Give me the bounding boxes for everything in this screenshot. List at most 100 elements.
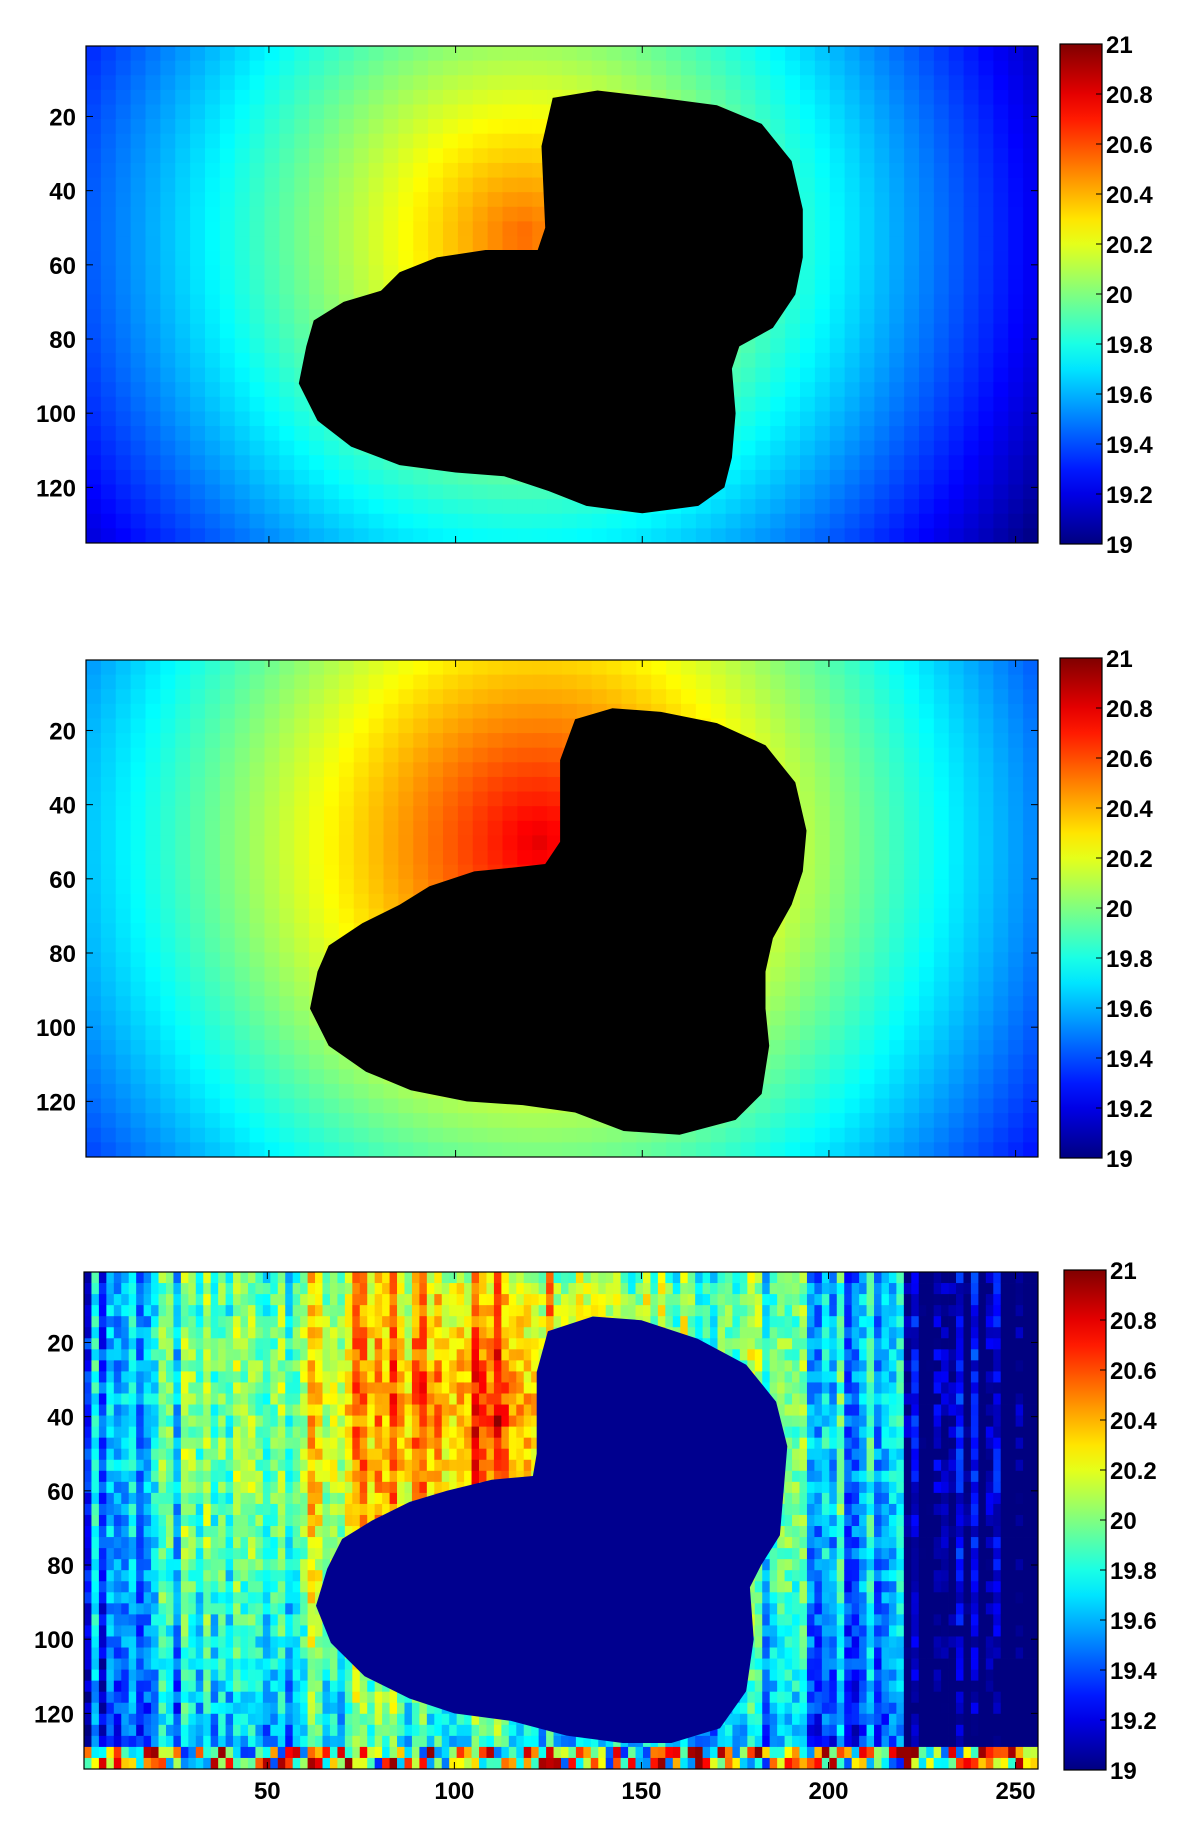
heatmap-cell — [128, 1349, 137, 1361]
heatmap-cell — [383, 1142, 399, 1157]
heatmap-cell — [829, 1083, 846, 1100]
heatmap-cell — [264, 411, 280, 427]
heatmap-cell — [98, 1570, 107, 1582]
heatmap-cell — [98, 1724, 107, 1737]
heatmap-cell — [695, 46, 712, 62]
heatmap-cell — [84, 1581, 92, 1593]
heatmap-cell — [249, 733, 266, 749]
heatmap-cell — [874, 923, 890, 939]
heatmap-cell — [115, 689, 132, 705]
heatmap-cell — [814, 426, 831, 442]
heatmap-cell — [86, 762, 102, 778]
heatmap-cell — [844, 46, 861, 62]
heatmap-cell — [889, 660, 905, 676]
heatmap-cell — [502, 850, 518, 866]
heatmap-cell — [279, 119, 295, 135]
heatmap-cell — [115, 440, 132, 456]
heatmap-cell — [309, 689, 325, 705]
heatmap-cell — [933, 660, 950, 676]
heatmap-cell — [740, 499, 756, 515]
heatmap-cell — [175, 937, 191, 953]
heatmap-cell — [859, 513, 875, 529]
heatmap-cell — [175, 923, 191, 939]
heatmap-cell — [190, 923, 206, 939]
heatmap-cell — [309, 528, 325, 543]
heatmap-cell — [770, 323, 786, 339]
heatmap-cell — [874, 1010, 890, 1027]
heatmap-cell — [487, 133, 504, 149]
heatmap-cell — [978, 192, 994, 208]
heatmap-cell — [136, 1294, 145, 1306]
heatmap-cell — [205, 850, 221, 866]
heatmap-cell — [993, 952, 1009, 968]
heatmap-cell — [368, 104, 385, 120]
heatmap-cell — [859, 1113, 875, 1129]
heatmap-cell — [591, 528, 608, 543]
heatmap-cell — [1008, 455, 1024, 471]
heatmap-cell — [98, 1603, 107, 1615]
heatmap-panel-3: 50 100 150 200 250 20 40 60 80 100 120 19 19.2 19.4 19… — [0, 1222, 1200, 1833]
heatmap-cell — [755, 89, 771, 106]
heatmap-cell — [1023, 937, 1038, 953]
heatmap-cell — [106, 1548, 115, 1560]
heatmap-cell — [324, 1142, 340, 1157]
heatmap-cell — [904, 484, 920, 500]
heatmap-cell — [785, 513, 801, 529]
heatmap-cell — [829, 513, 846, 529]
heatmap-cell — [844, 747, 861, 763]
heatmap-cell — [978, 1113, 994, 1129]
heatmap-cell — [190, 791, 206, 807]
heatmap-cell — [785, 762, 801, 778]
heatmap-cell — [785, 981, 801, 997]
heatmap-cell — [413, 60, 429, 76]
heatmap-cell — [948, 762, 965, 778]
heatmap-cell — [100, 996, 117, 1012]
heatmap-cell — [800, 1054, 816, 1070]
heatmap-cell — [800, 806, 816, 822]
heatmap-cell — [115, 309, 132, 325]
heatmap-cell — [145, 879, 161, 895]
heatmap-cell — [86, 469, 102, 486]
heatmap-cell — [151, 1503, 159, 1516]
heatmap-cell — [933, 879, 950, 895]
heatmap-cell — [234, 133, 251, 149]
heatmap-cell — [143, 1592, 152, 1604]
heatmap-cell — [814, 382, 831, 398]
heatmap-cell — [814, 1069, 831, 1085]
heatmap-cell — [121, 1669, 130, 1682]
heatmap-cell — [98, 1526, 107, 1538]
heatmap-cell — [829, 776, 846, 793]
heatmap-cell — [175, 528, 191, 543]
heatmap-cell — [874, 177, 890, 193]
heatmap-cell — [933, 236, 950, 252]
heatmap-cell — [100, 133, 117, 149]
heatmap-cell — [98, 1592, 107, 1604]
heatmap-cell — [859, 294, 875, 310]
heatmap-cell — [413, 791, 429, 807]
heatmap-cell — [234, 89, 251, 106]
heatmap-cell — [1023, 119, 1038, 135]
heatmap-cell — [205, 250, 221, 266]
heatmap-cell — [190, 1127, 206, 1143]
heatmap-cell — [368, 455, 385, 471]
heatmap-cell — [457, 835, 474, 851]
heatmap-cell — [889, 119, 905, 135]
heatmap-cell — [398, 119, 414, 135]
heatmap-cell — [205, 309, 221, 325]
heatmap-cell — [532, 499, 548, 515]
heatmap-cell — [158, 1338, 167, 1350]
heatmap-cell — [294, 513, 310, 529]
heatmap-cell — [86, 1025, 102, 1041]
heatmap-cell — [145, 996, 161, 1012]
heatmap-cell — [279, 1010, 295, 1027]
heatmap-cell — [264, 908, 280, 924]
heatmap-cell — [383, 133, 399, 149]
heatmap-cell — [309, 806, 325, 822]
heatmap-cell — [398, 820, 414, 837]
heatmap-cell — [219, 923, 236, 939]
heatmap-cell — [919, 206, 935, 223]
heatmap-cell — [740, 703, 756, 720]
heatmap-cell — [413, 89, 429, 106]
heatmap-cell — [86, 806, 102, 822]
heatmap-cell — [829, 148, 846, 164]
